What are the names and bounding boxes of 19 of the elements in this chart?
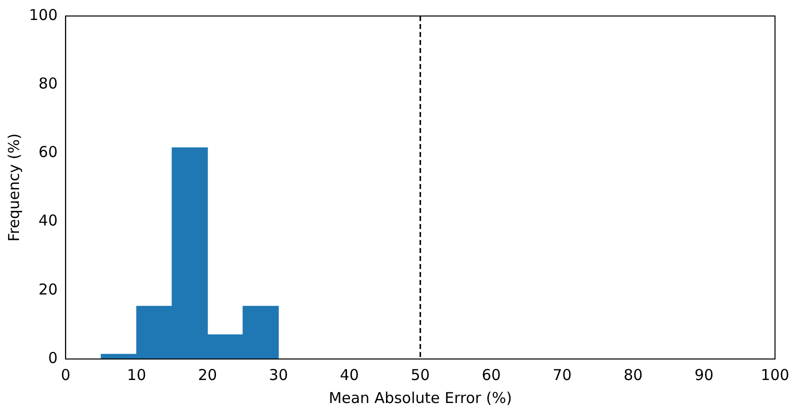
x-tick-label: 50: [410, 366, 430, 384]
y-tick-label: 100: [28, 6, 58, 24]
x-tick-label: 30: [268, 366, 288, 384]
x-tick-label: 90: [694, 366, 714, 384]
x-tick-label: 0: [60, 366, 70, 384]
y-tick-label: 60: [38, 143, 58, 162]
y-tick-label: 20: [38, 280, 58, 298]
y-tick-label: 40: [38, 212, 58, 230]
x-axis-title: Mean Absolute Error (%): [328, 388, 512, 407]
x-tick-label: 100: [760, 366, 790, 384]
x-tick-label: 20: [198, 366, 218, 384]
x-tick-label: 40: [340, 366, 359, 384]
y-axis-title: Frequency (%): [4, 133, 23, 242]
x-tick-label: 80: [624, 366, 643, 384]
x-tick-label: 10: [127, 366, 146, 384]
x-tick-label: 70: [552, 366, 572, 384]
y-tick-label: 0: [48, 348, 58, 367]
x-tick-label: 60: [482, 366, 501, 384]
y-tick-label: 80: [38, 74, 58, 92]
